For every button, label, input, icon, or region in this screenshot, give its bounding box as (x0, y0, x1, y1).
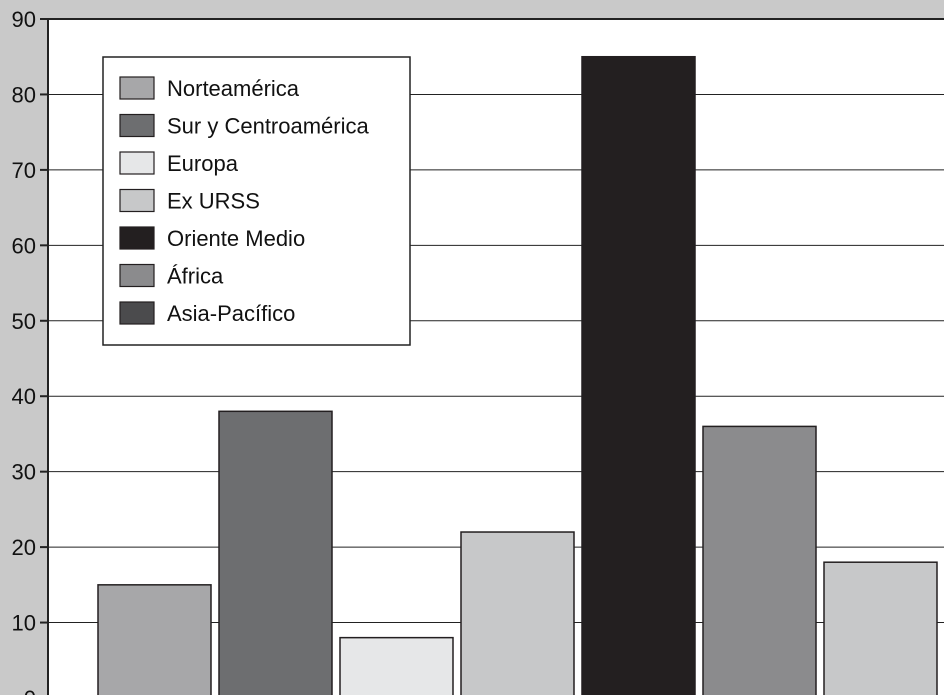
y-tick-label: 90 (12, 7, 36, 32)
y-tick-label: 30 (12, 460, 36, 485)
bar-6 (702, 425, 817, 695)
y-tick-label: 40 (12, 384, 36, 409)
bar-5 (581, 55, 696, 695)
legend-entry: Norteamérica (167, 76, 300, 101)
bar-1 (97, 584, 212, 695)
legend-swatch (119, 263, 155, 288)
y-tick-label: 60 (12, 233, 36, 258)
legend-swatch (119, 226, 155, 250)
y-tick-label: 50 (12, 309, 36, 334)
legend-entry: Asia-Pacífico (167, 301, 295, 326)
legend-swatch (119, 151, 155, 175)
bar-4 (460, 531, 575, 695)
bars (97, 55, 938, 695)
legend-entry: Ex URSS (167, 189, 260, 214)
y-axis-tick-labels: 0 10 20 30 40 50 60 70 80 90 (12, 7, 36, 695)
legend-entry: Sur y Centroamérica (167, 114, 370, 139)
bar-2 (218, 410, 333, 695)
legend-swatch (119, 113, 155, 138)
bar-7 (823, 561, 938, 695)
legend-entry: África (167, 264, 224, 289)
y-tick-label: 10 (12, 611, 36, 636)
legend: Norteamérica Sur y Centroamérica Europa Ex … (102, 56, 411, 346)
legend-entry: Europa (167, 151, 239, 176)
y-tick-label: 20 (12, 535, 36, 560)
y-tick-label: 0 (24, 686, 36, 695)
legend-swatch (119, 188, 155, 213)
y-tick-label: 80 (12, 82, 36, 107)
legend-entry: Oriente Medio (167, 226, 305, 251)
y-tick-label: 70 (12, 158, 36, 183)
bar-3 (339, 636, 454, 695)
legend-swatch (119, 301, 155, 325)
legend-swatch (119, 76, 155, 100)
